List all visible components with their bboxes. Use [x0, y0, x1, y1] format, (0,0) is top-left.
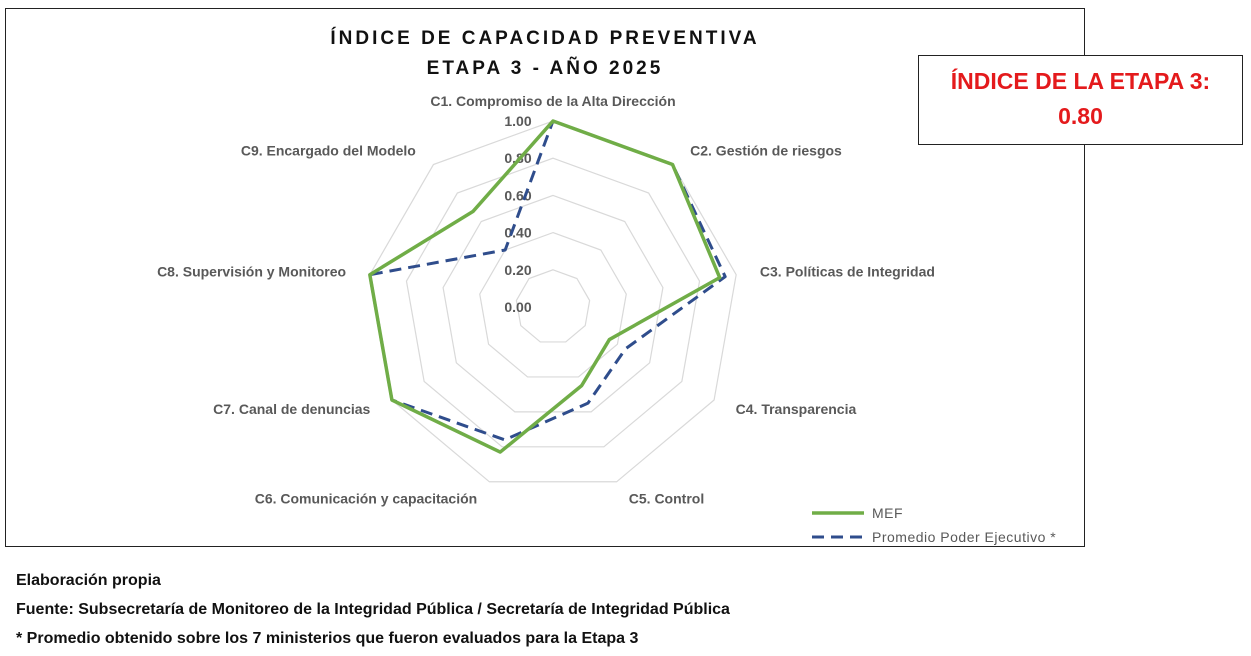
stage-index-value: 0.80	[1058, 103, 1103, 129]
legend-label: MEF	[872, 505, 903, 521]
grid-ring	[479, 231, 627, 378]
stage-index-label: ÍNDICE DE LA ETAPA 3:	[950, 68, 1211, 94]
tick-label: 0.20	[504, 262, 531, 278]
note-promedio: * Promedio obtenido sobre los 7 minister…	[16, 630, 639, 647]
radar-series	[368, 119, 727, 454]
legend-label: Promedio Poder Ejecutivo *	[872, 529, 1056, 545]
series-line-promedio-poder-ejecutivo	[368, 119, 727, 442]
axis-label: C7. Canal de denuncias	[213, 401, 370, 417]
note-fuente: Fuente: Subsecretaría de Monitoreo de la…	[16, 601, 730, 618]
axis-label: C4. Transparencia	[736, 401, 857, 417]
grid-ring	[442, 194, 664, 413]
grid-ring	[369, 120, 737, 483]
axis-label: C6. Comunicación y capacitación	[255, 491, 478, 507]
axis-label: C3. Políticas de Integridad	[760, 264, 935, 280]
axis-label: C2. Gestión de riesgos	[690, 143, 842, 159]
tick-label: 0.40	[504, 225, 531, 241]
tick-label: 0.00	[504, 299, 531, 315]
chart-title: ÍNDICE DE CAPACIDAD PREVENTIVA	[330, 28, 760, 49]
axis-label: C5. Control	[629, 491, 704, 507]
axis-label: C8. Supervisión y Monitoreo	[157, 264, 346, 280]
chart-legend: MEF Promedio Poder Ejecutivo *	[812, 505, 1056, 545]
radar-axis-labels: C1. Compromiso de la Alta Dirección C2. G…	[157, 93, 935, 507]
axis-label: C1. Compromiso de la Alta Dirección	[430, 93, 675, 109]
footnotes: Elaboración propia Fuente: Subsecretaría…	[16, 566, 730, 653]
note-elaboracion: Elaboración propia	[16, 572, 161, 589]
grid-ring	[405, 157, 701, 448]
radar-grid	[369, 120, 737, 483]
axis-label: C9. Encargado del Modelo	[241, 143, 416, 159]
tick-label: 1.00	[504, 113, 531, 129]
grid-ring	[515, 269, 591, 343]
series-line-mef	[368, 119, 722, 454]
chart-frame	[5, 8, 1085, 547]
stage-index-box: ÍNDICE DE LA ETAPA 3: 0.80	[918, 55, 1243, 145]
chart-subtitle: ETAPA 3 - AÑO 2025	[426, 58, 664, 79]
